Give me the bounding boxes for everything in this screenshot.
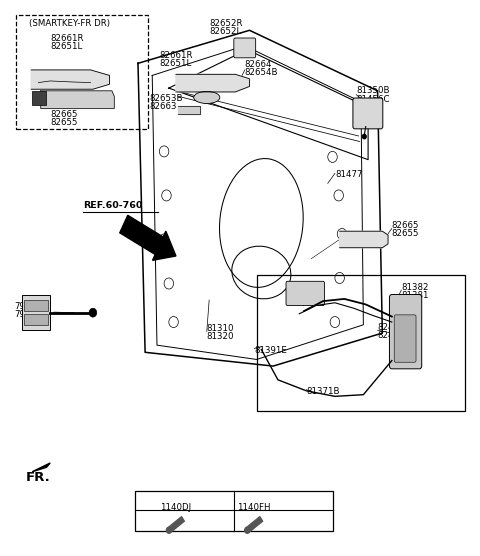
Text: 81371B: 81371B [306,388,340,396]
Text: 82665: 82665 [392,221,420,230]
Polygon shape [41,91,114,108]
Text: REF.60-760: REF.60-760 [84,201,143,210]
Text: 82655: 82655 [50,118,78,127]
Text: FR.: FR. [25,471,50,484]
Bar [32,91,47,105]
Text: 81310: 81310 [207,324,234,333]
Text: 82651L: 82651L [50,42,83,51]
FancyBboxPatch shape [389,295,422,369]
Text: 82655: 82655 [392,230,420,239]
Bar [22,295,50,330]
Text: 82663: 82663 [150,102,177,111]
Circle shape [362,135,366,139]
Text: 81391E: 81391E [254,346,287,355]
Text: 81350B: 81350B [356,86,390,95]
Text: 81381: 81381 [401,291,429,300]
Text: 1140FH: 1140FH [238,503,271,512]
Polygon shape [340,231,388,248]
Circle shape [167,527,171,533]
Circle shape [245,527,250,533]
Text: 82652R: 82652R [209,19,243,28]
Text: 82664: 82664 [245,60,272,69]
Text: 1140DJ: 1140DJ [160,503,192,512]
FancyBboxPatch shape [353,98,383,129]
Text: 81382: 81382 [401,283,429,292]
Text: 82496R: 82496R [378,331,411,340]
FancyBboxPatch shape [286,281,324,306]
Text: 81477: 81477 [335,170,362,179]
Polygon shape [246,517,263,533]
Polygon shape [176,75,250,92]
Polygon shape [31,70,109,89]
Text: 81456C: 81456C [356,95,390,103]
Text: 82661R: 82661R [50,34,84,43]
Text: (SMARTKEY-FR DR): (SMARTKEY-FR DR) [29,19,110,28]
Bar [24,300,48,311]
Text: 82486L: 82486L [378,323,410,332]
Ellipse shape [194,91,220,103]
Polygon shape [120,215,176,260]
Bar [257,275,466,411]
Text: 82661R: 82661R [159,51,193,59]
Bar [135,491,333,531]
FancyBboxPatch shape [394,315,416,362]
Text: 82654B: 82654B [245,68,278,77]
Text: 82665: 82665 [50,110,78,119]
Text: 82653B: 82653B [150,94,183,103]
Text: 79380: 79380 [14,302,42,311]
Polygon shape [179,106,200,114]
Polygon shape [32,463,50,471]
Text: 81320: 81320 [207,332,234,341]
Text: 82652L: 82652L [209,27,241,37]
Polygon shape [168,517,184,533]
Circle shape [89,308,96,317]
Text: 82651L: 82651L [159,59,192,68]
FancyBboxPatch shape [234,38,256,58]
Bar [16,15,148,130]
Bar [24,314,48,325]
Text: 79390: 79390 [14,310,42,319]
